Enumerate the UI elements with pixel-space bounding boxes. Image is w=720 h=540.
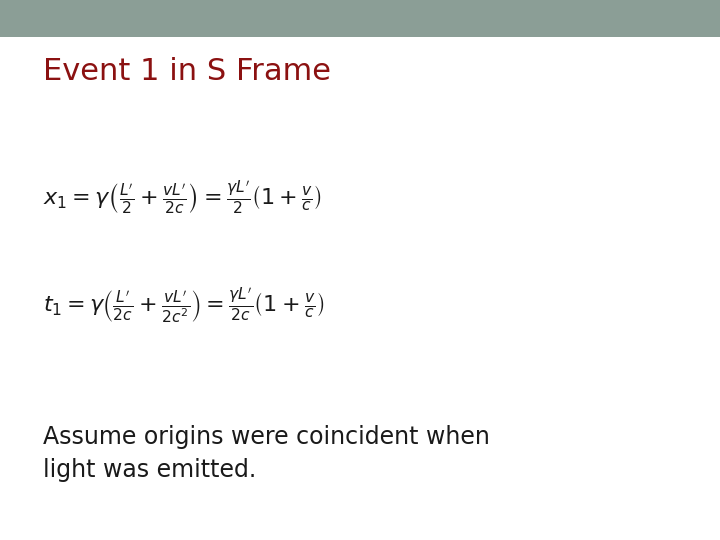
Text: Assume origins were coincident when
light was emitted.: Assume origins were coincident when ligh… [43,425,490,482]
FancyBboxPatch shape [0,0,720,37]
Text: Event 1 in S Frame: Event 1 in S Frame [43,57,331,86]
Text: $x_1 = \gamma \left( \frac{L'}{2} + \frac{vL'}{2c} \right) = \frac{\gamma L'}{2}: $x_1 = \gamma \left( \frac{L'}{2} + \fra… [43,179,322,215]
Text: $t_1 = \gamma \left( \frac{L'}{2c} + \frac{vL'}{2c^2} \right) = \frac{\gamma L'}: $t_1 = \gamma \left( \frac{L'}{2c} + \fr… [43,285,325,325]
